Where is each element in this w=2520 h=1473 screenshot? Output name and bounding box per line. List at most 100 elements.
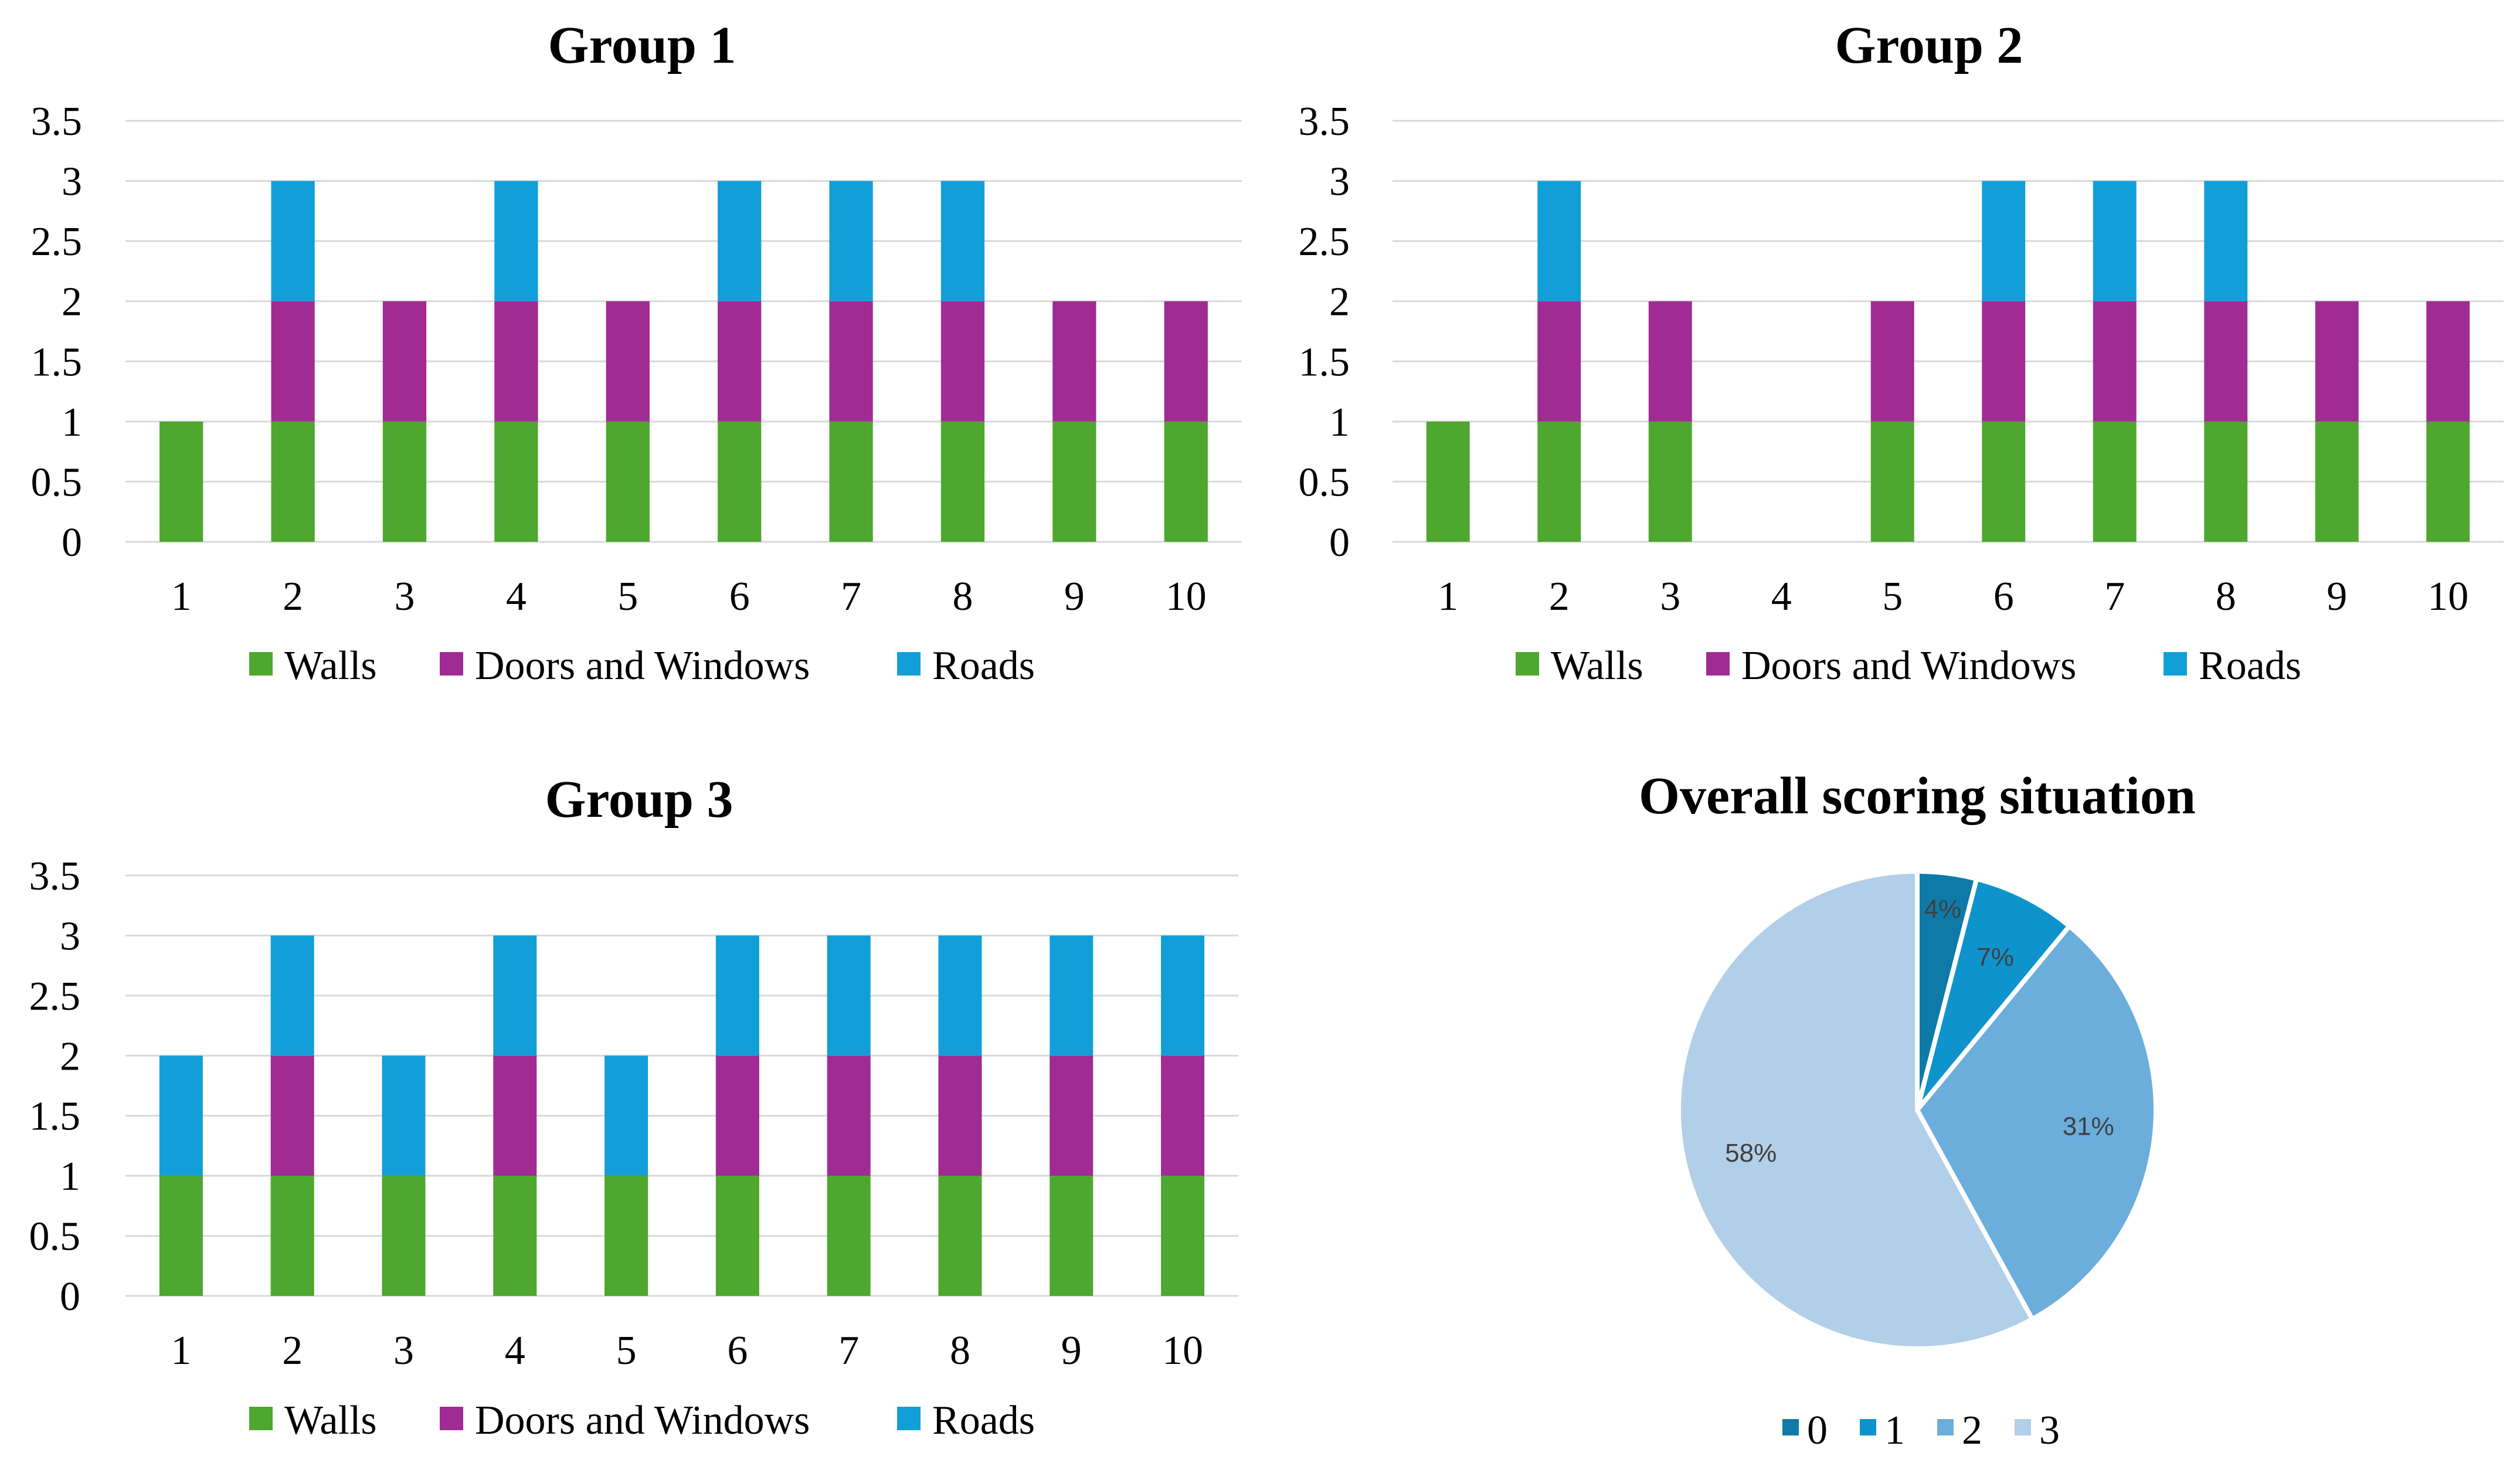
x-tick-label: 6 — [729, 574, 750, 619]
overall-scoring-pie-chart: Overall scoring situation 4% 7% 31% 58% 0 1 2… — [1639, 767, 2196, 1453]
bar-segment-doors-and-windows — [938, 1055, 982, 1176]
bar-segment-walls — [494, 421, 538, 542]
bar-segment-roads — [827, 935, 871, 1056]
bar-segment-walls — [271, 421, 315, 542]
bar-segment-walls — [382, 421, 427, 542]
bar-segment-walls — [606, 421, 650, 542]
bar-segment-doors-and-windows — [715, 1055, 759, 1176]
bar-segment-roads — [494, 181, 538, 301]
y-tick-label: 2.5 — [1299, 219, 1350, 264]
x-tick-label: 2 — [283, 574, 303, 619]
bar-segment-doors-and-windows — [494, 301, 538, 422]
bar-segment-walls — [1050, 1176, 1093, 1296]
x-tick-label: 5 — [616, 1328, 637, 1373]
bar-segment-doors-and-windows — [1050, 1055, 1093, 1176]
legend-label-roads: Roads — [932, 643, 1035, 688]
x-tick-label: 8 — [950, 1328, 970, 1373]
x-tick-label: 3 — [1660, 574, 1680, 619]
y-tick-label: 2 — [62, 280, 82, 325]
bars — [1426, 181, 2470, 542]
bar-segment-doors-and-windows — [271, 301, 315, 422]
y-tick-label: 0 — [62, 520, 82, 565]
bar-segment-doors-and-windows — [2426, 301, 2470, 422]
legend-label-walls: Walls — [1551, 643, 1643, 688]
legend-label-doors-and-windows: Doors and Windows — [1741, 643, 2076, 688]
bar-segment-doors-and-windows — [1164, 301, 1208, 422]
legend-label-2: 2 — [1962, 1408, 1982, 1453]
x-tick-label: 8 — [953, 574, 973, 619]
legend: Walls Doors and Windows Roads — [249, 643, 1035, 688]
chart-title: Group 3 — [545, 771, 733, 829]
bar-segment-doors-and-windows — [2204, 301, 2248, 422]
bar-segment-walls — [2204, 421, 2248, 542]
x-tick-label: 6 — [727, 1328, 748, 1373]
y-tick-label: 3 — [62, 159, 82, 205]
bar-segment-walls — [1982, 421, 2026, 542]
bar-segment-walls — [829, 421, 873, 542]
x-tick-label: 1 — [171, 1328, 191, 1373]
bar-segment-walls — [1870, 421, 1914, 542]
pie-slice-1 — [1915, 875, 2073, 1112]
bar-segment-doors-and-windows — [493, 1055, 537, 1176]
bar-segment-doors-and-windows — [1537, 301, 1581, 422]
legend-swatch-roads — [2164, 652, 2187, 676]
pie-data-labels: 4% 7% 31% 58% — [1725, 895, 2114, 1167]
y-tick-label: 1 — [1329, 400, 1350, 445]
legend-label-doors-and-windows: Doors and Windows — [475, 1398, 810, 1443]
pie-data-label: 58% — [1725, 1139, 1777, 1167]
bar-segment-walls — [493, 1176, 537, 1296]
bar-segment-doors-and-windows — [829, 301, 873, 422]
y-tick-label: 3.5 — [31, 99, 83, 144]
bars — [159, 935, 1205, 1296]
legend-label-3: 3 — [2039, 1408, 2060, 1453]
y-tick-label: 2.5 — [29, 974, 81, 1019]
y-tick-label: 3 — [60, 914, 80, 959]
y-tick-label: 0.5 — [31, 460, 83, 505]
bar-segment-walls — [1161, 1176, 1205, 1296]
y-tick-labels: 0 0.5 1 1.5 2 2.5 3 3.5 — [31, 99, 83, 565]
bar-segment-roads — [718, 181, 762, 301]
x-tick-label: 2 — [282, 1328, 303, 1373]
legend-label-walls: Walls — [284, 1398, 377, 1443]
legend-swatch-walls — [249, 1407, 273, 1430]
bar-segment-roads — [2204, 181, 2248, 301]
bar-segment-roads — [938, 935, 982, 1056]
x-tick-label: 4 — [505, 1328, 525, 1373]
chart-title: Group 1 — [548, 16, 736, 74]
x-tick-labels: 1 2 3 4 5 6 7 8 9 10 — [171, 1328, 1203, 1373]
legend-swatch-doors-and-windows — [1706, 652, 1730, 676]
legend-swatch-walls — [1516, 652, 1539, 676]
y-tick-label: 1.5 — [1299, 340, 1350, 385]
bar-segment-walls — [1426, 421, 1470, 542]
bar-segment-walls — [1164, 421, 1208, 542]
x-tick-label: 7 — [2104, 574, 2125, 619]
y-tick-label: 3.5 — [29, 854, 81, 899]
y-tick-label: 2.5 — [31, 219, 83, 264]
y-tick-label: 1.5 — [31, 340, 83, 385]
pie-data-label: 4% — [1924, 895, 1962, 924]
group-2-chart: Group 2 0 0.5 1 1.5 2 2.5 3 3.5 1 2 3 4 5 6 7 8 9 10 Wal… — [1299, 16, 2504, 688]
bar-segment-doors-and-windows — [1161, 1055, 1205, 1176]
bar-segment-doors-and-windows — [382, 301, 427, 422]
bar-segment-walls — [604, 1176, 648, 1296]
legend-swatch-2 — [1937, 1419, 1954, 1435]
bar-segment-doors-and-windows — [940, 301, 985, 422]
legend-label-roads: Roads — [2199, 643, 2301, 688]
x-tick-label: 7 — [841, 574, 861, 619]
x-tick-labels: 1 2 3 4 5 6 7 8 9 10 — [171, 574, 1207, 619]
y-tick-label: 0 — [60, 1274, 80, 1319]
bar-segment-walls — [2426, 421, 2470, 542]
legend-swatch-3 — [2015, 1419, 2031, 1435]
x-tick-label: 5 — [1882, 574, 1903, 619]
bar-segment-roads — [493, 935, 537, 1056]
bar-segment-roads — [271, 181, 315, 301]
x-tick-label: 1 — [171, 574, 192, 619]
x-tick-label: 10 — [1162, 1328, 1203, 1373]
x-tick-label: 4 — [1771, 574, 1792, 619]
y-tick-label: 1 — [62, 400, 82, 445]
legend-swatch-1 — [1860, 1419, 1876, 1435]
y-tick-label: 2 — [60, 1034, 80, 1079]
legend-label-0: 0 — [1807, 1408, 1828, 1453]
bar-segment-roads — [829, 181, 873, 301]
